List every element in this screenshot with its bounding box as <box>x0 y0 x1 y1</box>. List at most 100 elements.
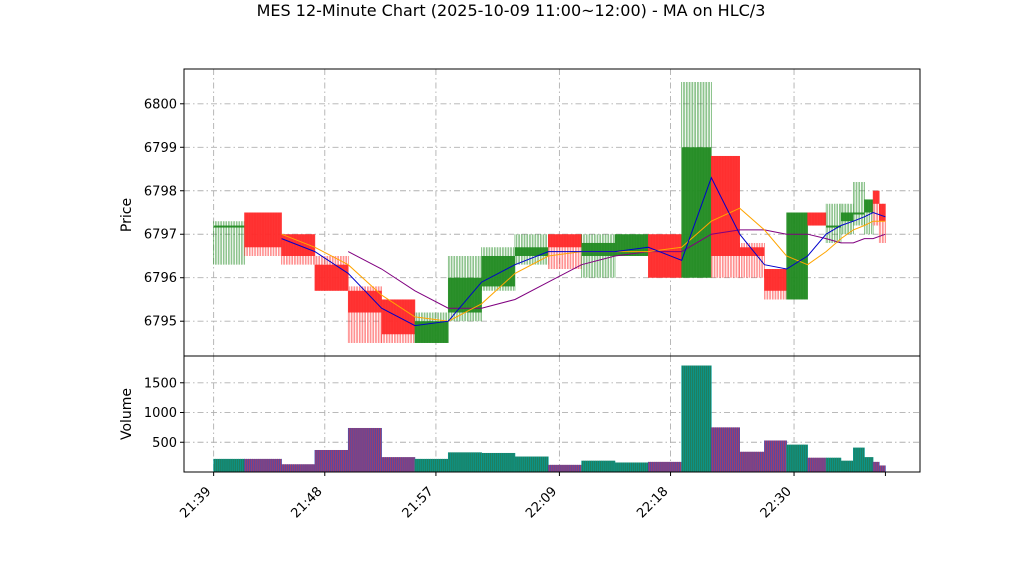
volume-bar-fill <box>381 457 415 472</box>
candle-body <box>648 234 682 278</box>
volume-bar-fill <box>314 449 349 472</box>
price-tick-label: 6800 <box>144 97 177 112</box>
x-tick-label: 22:18 <box>634 484 671 521</box>
x-tick-label: 21:48 <box>289 484 326 521</box>
candle-up <box>481 247 516 291</box>
candle-body <box>213 225 245 228</box>
volume-bar-fill <box>348 427 382 472</box>
candle-down <box>739 242 765 278</box>
candle-up <box>414 312 449 343</box>
price-tick-label: 6797 <box>144 228 177 243</box>
candle-down <box>381 299 416 343</box>
volume-bar <box>648 461 682 472</box>
candle-body <box>840 212 854 222</box>
volume-bar <box>514 456 549 472</box>
volume-tick-label: 1000 <box>144 406 177 421</box>
volume-bar <box>853 447 865 472</box>
volume-bar-fill <box>614 462 649 472</box>
volume-bar-fill <box>244 458 282 472</box>
candle-body <box>807 212 827 226</box>
volume-bar-fill <box>481 452 515 472</box>
candle-body <box>764 269 787 291</box>
volume-bar <box>314 449 349 472</box>
candle-body <box>514 247 549 256</box>
price-tick-label: 6796 <box>144 271 177 286</box>
ma-mid-line <box>281 207 886 322</box>
candle-up <box>825 203 842 243</box>
volume-bar <box>681 365 712 472</box>
candle-up <box>681 82 712 278</box>
volume-bar-fill <box>764 440 787 472</box>
volume-bar-fill <box>826 457 841 472</box>
volume-bar-fill <box>414 458 449 472</box>
volume-bar <box>825 457 842 472</box>
x-tick-label: 21:39 <box>177 484 214 521</box>
volume-y-axis: 500 1000 1500 <box>144 376 184 451</box>
candle-body <box>414 321 449 343</box>
volume-bar <box>840 460 854 472</box>
candle-up <box>447 255 482 322</box>
x-tick-label: 22:30 <box>758 484 795 521</box>
x-axis: 21:39 21:48 21:57 22:09 22:18 22:30 <box>177 472 886 521</box>
candle-body <box>739 247 765 256</box>
candle-down <box>648 234 682 278</box>
candle-down <box>807 212 827 226</box>
candle-body <box>581 242 615 256</box>
volume-bar <box>244 458 282 472</box>
volume-bar-fill <box>873 461 880 472</box>
candle-body <box>853 212 865 215</box>
ma-slow-line <box>347 229 886 309</box>
volume-tick-label: 500 <box>152 436 177 451</box>
volume-bar <box>711 427 741 472</box>
volume-bar <box>872 461 880 472</box>
x-tick-label: 21:57 <box>400 484 437 521</box>
price-tick-label: 6799 <box>144 141 177 156</box>
volume-bar <box>739 451 765 472</box>
candle-body <box>826 225 841 228</box>
volume-bar-fill <box>807 457 827 472</box>
volume-bar-fill <box>213 458 245 472</box>
volume-tick-label: 1500 <box>144 376 177 391</box>
volume-bar <box>414 458 449 472</box>
volume-bar <box>213 458 245 472</box>
candle-body <box>786 212 808 300</box>
volume-bar-fill <box>281 464 315 472</box>
candle-body <box>879 203 886 222</box>
candle-down <box>314 255 349 291</box>
volume-bar-fill <box>681 365 712 472</box>
price-panel: 6795 6796 6797 6798 6799 6800 Price <box>119 68 921 357</box>
volume-bar <box>878 465 886 472</box>
price-y-axis: 6795 6796 6797 6798 6799 6800 <box>144 97 184 330</box>
price-y-label: Price <box>119 198 135 232</box>
volume-bar <box>807 457 827 472</box>
volume-bar <box>786 444 808 472</box>
volume-bar-fill <box>879 465 886 472</box>
candle-up <box>581 234 616 278</box>
candle-body <box>873 190 880 204</box>
moving-average-lines <box>281 176 886 327</box>
volume-y-label: Volume <box>119 388 135 440</box>
volume-bars <box>213 365 886 472</box>
candle-up <box>786 212 808 300</box>
volume-bar-fill <box>648 461 682 472</box>
candle-body <box>481 255 515 287</box>
candle-down <box>711 155 741 278</box>
price-tick-label: 6795 <box>144 315 177 330</box>
candle-body <box>864 199 874 213</box>
volume-panel: 500 1000 1500 Volume <box>119 355 921 473</box>
volume-bar-fill <box>581 460 615 472</box>
volume-plot-area <box>184 356 920 472</box>
volume-bar <box>547 464 582 472</box>
volume-bar <box>864 457 874 472</box>
volume-bar <box>347 427 382 472</box>
x-tick-label: 22:09 <box>523 484 560 521</box>
volume-bar <box>381 457 416 472</box>
candle-body <box>314 264 349 291</box>
volume-bar-fill <box>448 452 482 472</box>
volume-bar-fill <box>548 464 582 472</box>
candle-body <box>448 277 482 313</box>
volume-bar-fill <box>514 456 549 472</box>
candle-down <box>347 286 382 343</box>
volume-bar <box>614 462 649 472</box>
